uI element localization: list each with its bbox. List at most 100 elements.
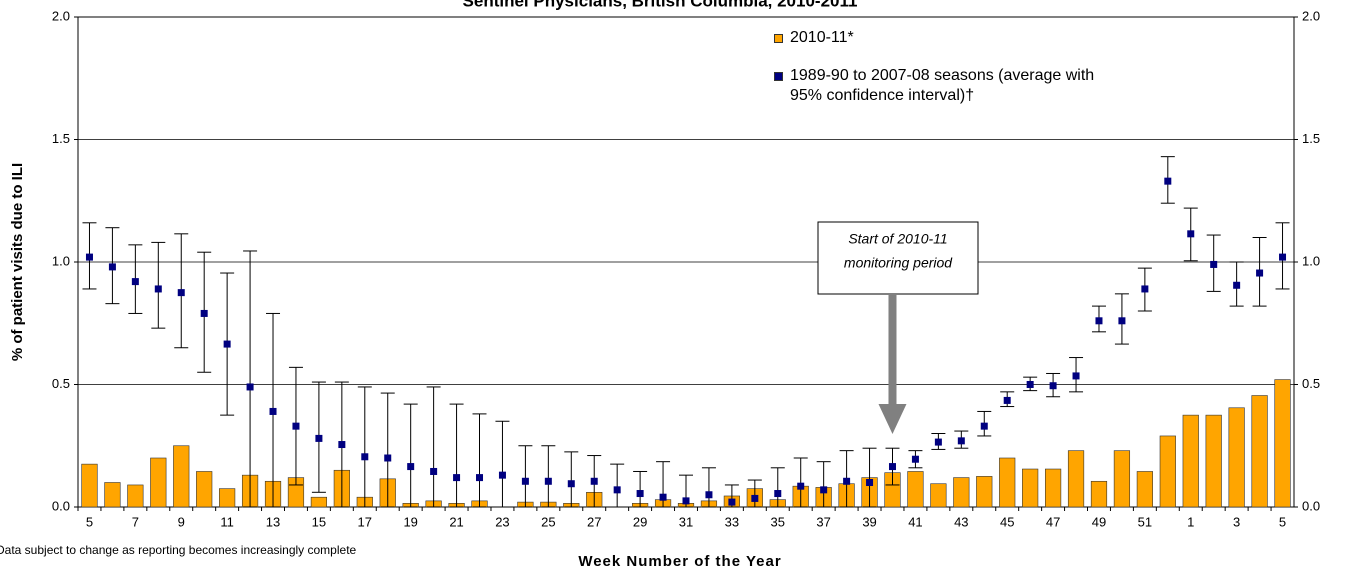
bar xyxy=(953,477,970,508)
x-tick-label: 33 xyxy=(725,514,739,529)
point xyxy=(797,482,805,490)
point xyxy=(453,474,461,482)
x-tick-label: 3 xyxy=(1233,514,1240,529)
x-tick-label: 41 xyxy=(908,514,922,529)
y-tick-label: 0.5 xyxy=(52,376,70,391)
x-tick-label: 19 xyxy=(403,514,417,529)
point xyxy=(980,422,988,430)
x-tick-label: 21 xyxy=(449,514,463,529)
point xyxy=(682,497,690,505)
point xyxy=(888,463,896,471)
point xyxy=(154,285,162,293)
point xyxy=(820,486,828,494)
point xyxy=(85,253,93,261)
bar xyxy=(930,483,947,508)
bar xyxy=(999,457,1016,508)
point xyxy=(1279,253,1287,261)
x-tick-label: 1 xyxy=(1187,514,1194,529)
point xyxy=(774,490,782,498)
point xyxy=(613,486,621,494)
x-tick-label: 27 xyxy=(587,514,601,529)
x-tick-label: 43 xyxy=(954,514,968,529)
bar xyxy=(1044,468,1062,508)
y-tick-label: 0.0 xyxy=(52,498,70,513)
bar xyxy=(127,484,144,508)
x-tick-label: 37 xyxy=(816,514,830,529)
bar xyxy=(1090,480,1108,508)
point xyxy=(1187,230,1195,238)
legend-item: 1989-90 to 2007-08 seasons (average with… xyxy=(772,66,1102,106)
x-tick-label: 17 xyxy=(358,514,372,529)
point xyxy=(934,438,942,446)
bar xyxy=(1159,435,1176,508)
point xyxy=(407,463,415,471)
x-tick-label: 5 xyxy=(86,514,93,529)
x-tick-label: 23 xyxy=(495,514,509,529)
point xyxy=(384,454,392,462)
y-tick-label: 1.5 xyxy=(52,131,70,146)
y2-tick-label: 2.0 xyxy=(1302,8,1320,23)
bar xyxy=(310,496,328,508)
point xyxy=(1095,317,1103,325)
annotation-box xyxy=(817,221,979,295)
annotation-text: monitoring period xyxy=(844,255,953,271)
x-tick-label: 7 xyxy=(132,514,139,529)
footnote: Data subject to change as reporting beco… xyxy=(0,543,357,557)
point xyxy=(1003,396,1011,404)
point xyxy=(498,471,506,479)
point xyxy=(911,455,919,463)
point xyxy=(1210,260,1218,268)
point xyxy=(567,480,575,488)
point xyxy=(636,490,644,498)
bar xyxy=(907,471,924,508)
y-tick-label: 1.0 xyxy=(52,253,70,268)
point xyxy=(315,434,323,442)
x-tick-label: 31 xyxy=(679,514,693,529)
x-tick-label: 51 xyxy=(1138,514,1152,529)
bar xyxy=(1182,414,1199,508)
point xyxy=(131,278,139,286)
point xyxy=(1141,285,1149,293)
point xyxy=(843,477,851,485)
annotation-arrow-head xyxy=(878,404,907,434)
bar xyxy=(1067,450,1085,508)
x-tick-label: 11 xyxy=(220,514,234,529)
bar xyxy=(1274,379,1291,508)
point xyxy=(108,263,116,271)
bar xyxy=(1136,471,1153,508)
legend-swatch xyxy=(774,34,783,43)
bar xyxy=(173,445,190,508)
legend: 2010-11* 1989-90 to 2007-08 seasons (aver… xyxy=(772,28,1102,124)
point xyxy=(177,289,185,297)
point xyxy=(1164,177,1172,185)
annotation-text: Start of 2010-11 xyxy=(848,231,947,247)
point xyxy=(430,467,438,475)
bar xyxy=(219,488,236,508)
point xyxy=(361,453,369,461)
point xyxy=(1256,269,1264,277)
chart-title: Sentinel Physicians, British Columbia, 2… xyxy=(463,0,858,10)
x-tick-label: 35 xyxy=(771,514,785,529)
point xyxy=(728,498,736,506)
bar xyxy=(1205,414,1222,508)
bar xyxy=(104,482,121,508)
bar xyxy=(1113,450,1131,508)
point xyxy=(659,493,667,501)
point xyxy=(521,477,529,485)
y-tick-label: 2.0 xyxy=(52,8,70,23)
point xyxy=(476,474,484,482)
x-tick-label: 15 xyxy=(312,514,326,529)
point xyxy=(544,477,552,485)
point xyxy=(590,477,598,485)
point xyxy=(200,309,208,317)
y2-tick-label: 1.0 xyxy=(1302,253,1320,268)
x-tick-label: 13 xyxy=(266,514,280,529)
x-axis-label: Week Number of the Year xyxy=(578,553,781,570)
point xyxy=(223,340,231,348)
legend-item: 2010-11* xyxy=(772,28,1102,48)
bar xyxy=(1022,468,1039,508)
x-tick-label: 5 xyxy=(1279,514,1286,529)
point xyxy=(1026,381,1034,388)
